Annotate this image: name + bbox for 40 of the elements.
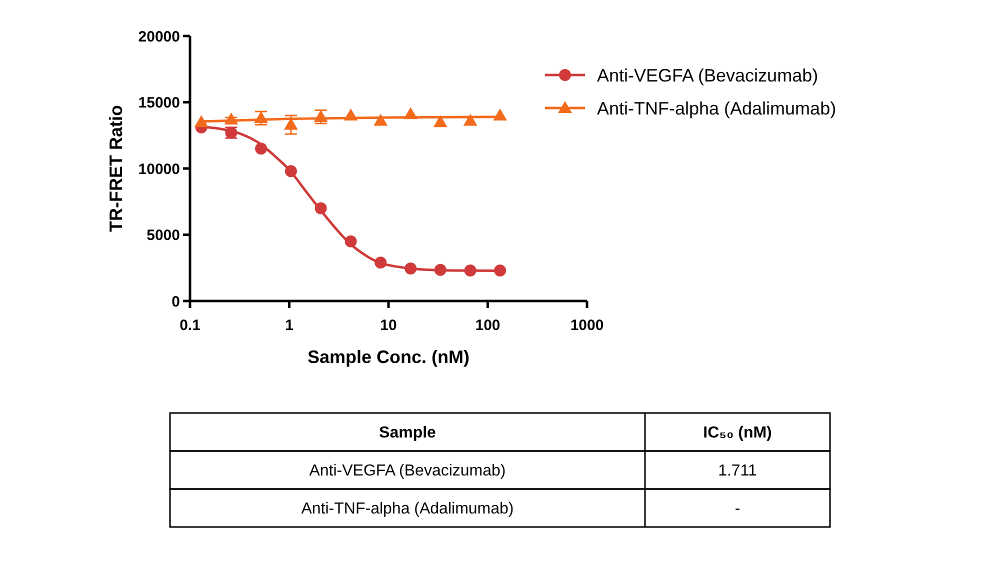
- x-tick-label: 100: [475, 317, 500, 334]
- x-tick-label: 1: [285, 317, 294, 334]
- text: Sample: [379, 424, 436, 442]
- point: [224, 112, 238, 124]
- point: [344, 235, 357, 248]
- y-tick-label: 15000: [138, 94, 180, 112]
- y-tick-label: 5000: [146, 227, 180, 244]
- point: [493, 108, 508, 120]
- x-tick-label: 10: [380, 317, 397, 334]
- point: [463, 114, 478, 126]
- x-axis-title: Sample Conc. (nM): [307, 347, 470, 367]
- text: 1.711: [718, 462, 758, 480]
- text: Anti-TNF-alpha (Adalimumab): [301, 500, 514, 518]
- point: [284, 118, 298, 130]
- legend-label: Anti-VEGFA (Bevacizumab): [597, 65, 818, 86]
- legend-label: Anti-TNF-alpha (Adalimumab): [597, 98, 836, 118]
- y-tick-label: 20000: [138, 28, 180, 46]
- point: [494, 264, 506, 277]
- point: [194, 115, 208, 128]
- y-tick-label: 10000: [138, 160, 180, 178]
- text: -: [734, 500, 740, 518]
- point: [255, 142, 268, 155]
- x-tick-label: 0.1: [180, 317, 200, 334]
- y-axis-title: TR-FRET Ratio: [106, 105, 126, 232]
- text: Anti-VEGFA (Bevacizumab): [309, 462, 506, 480]
- point: [404, 107, 418, 120]
- point: [464, 264, 476, 277]
- point: [254, 111, 268, 124]
- point: [314, 110, 328, 122]
- y-tick-label: 0: [172, 293, 180, 310]
- point: [314, 202, 327, 214]
- point: [433, 115, 448, 128]
- x-tick-label: 1000: [570, 317, 604, 334]
- point: [344, 108, 358, 120]
- point: [374, 256, 387, 269]
- point: [284, 165, 297, 178]
- point: [434, 264, 446, 276]
- text: IC₅₀ (nM): [703, 424, 772, 442]
- point: [404, 262, 417, 275]
- point: [374, 114, 388, 126]
